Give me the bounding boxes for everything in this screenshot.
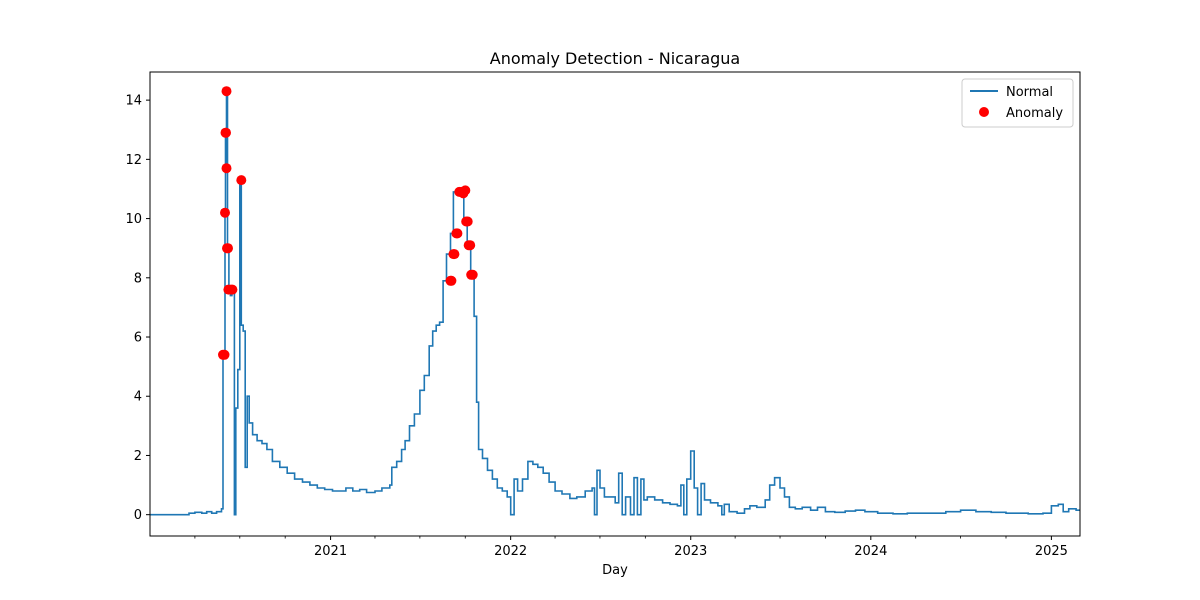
legend-anomaly-swatch bbox=[979, 107, 989, 117]
y-tick-label: 12 bbox=[125, 153, 142, 168]
normal-series bbox=[150, 90, 1080, 516]
legend: Normal Anomaly bbox=[961, 78, 1074, 128]
anomaly-series bbox=[218, 86, 478, 360]
anomaly-point bbox=[223, 243, 233, 254]
legend-normal-label: Normal bbox=[1006, 85, 1053, 100]
x-axis: 2021 2022 2023 2024 2025 bbox=[194, 536, 1068, 559]
anomaly-point bbox=[465, 240, 476, 251]
y-tick-label: 4 bbox=[134, 390, 142, 405]
legend-anomaly-label: Anomaly bbox=[1006, 106, 1063, 121]
anomaly-point bbox=[446, 275, 457, 286]
anomaly-point bbox=[220, 207, 230, 218]
x-tick-label: 2025 bbox=[1035, 544, 1068, 559]
normal-series-line bbox=[150, 90, 1080, 516]
y-axis: 0 2 4 6 8 10 12 14 bbox=[125, 94, 150, 523]
plot-frame bbox=[149, 71, 1081, 537]
plot-area bbox=[149, 71, 1081, 537]
anomaly-point bbox=[219, 349, 230, 360]
anomaly-point bbox=[221, 163, 232, 174]
anomaly-point bbox=[227, 284, 238, 295]
anomaly-point bbox=[236, 175, 247, 186]
x-axis-label: Day bbox=[602, 563, 628, 578]
y-tick-label: 8 bbox=[134, 271, 142, 286]
x-tick-label: 2023 bbox=[674, 544, 707, 559]
anomaly-point bbox=[221, 127, 231, 138]
anomaly-point bbox=[221, 86, 232, 97]
x-tick-label: 2022 bbox=[494, 544, 527, 559]
x-tick-label: 2024 bbox=[854, 544, 887, 559]
y-tick-label: 10 bbox=[125, 212, 142, 227]
chart-title: Anomaly Detection - Nicaragua bbox=[490, 49, 740, 68]
anomaly-point bbox=[460, 185, 471, 196]
y-tick-label: 0 bbox=[134, 508, 142, 523]
y-tick-label: 2 bbox=[134, 449, 142, 464]
anomaly-point bbox=[462, 216, 473, 227]
y-tick-label: 6 bbox=[134, 331, 142, 346]
anomaly-point bbox=[449, 249, 460, 260]
y-tick-label: 14 bbox=[125, 94, 142, 109]
anomaly-point bbox=[467, 269, 478, 280]
anomaly-point bbox=[452, 228, 463, 239]
x-tick-label: 2021 bbox=[314, 544, 347, 559]
